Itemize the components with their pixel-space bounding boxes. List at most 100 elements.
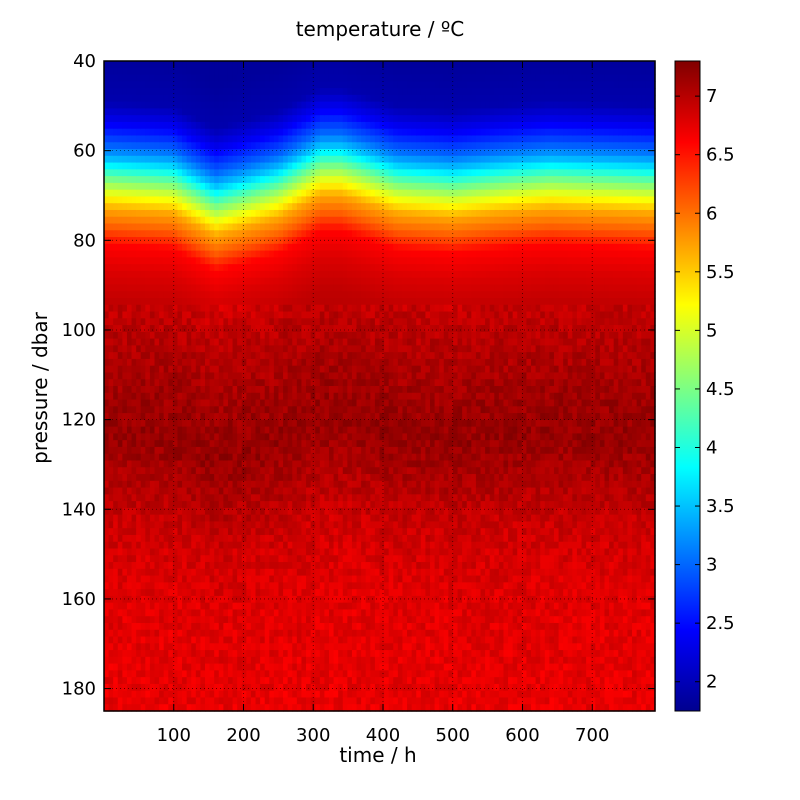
heatmap-cell bbox=[195, 379, 202, 387]
heatmap-cell bbox=[301, 372, 307, 380]
heatmap-cell bbox=[145, 609, 151, 617]
heatmap-cell bbox=[214, 514, 220, 523]
heatmap-cell bbox=[328, 609, 335, 617]
heatmap-cell bbox=[223, 413, 229, 421]
heatmap-cell bbox=[205, 528, 211, 536]
heatmap-cell bbox=[154, 270, 160, 279]
heatmap-cell bbox=[333, 297, 339, 306]
heatmap-cell bbox=[232, 257, 238, 265]
heatmap-cell bbox=[255, 622, 261, 631]
heatmap-cell bbox=[117, 297, 123, 306]
heatmap-cell bbox=[122, 277, 128, 286]
heatmap-cell bbox=[205, 440, 211, 448]
heatmap-cell bbox=[255, 121, 261, 130]
heatmap-cell bbox=[172, 155, 179, 164]
heatmap-cell bbox=[324, 142, 330, 150]
heatmap-cell bbox=[264, 74, 270, 82]
heatmap-cell bbox=[292, 115, 298, 123]
heatmap-cell bbox=[246, 115, 252, 123]
heatmap-cell bbox=[269, 494, 275, 502]
heatmap-cell bbox=[168, 460, 174, 468]
heatmap-cell bbox=[200, 494, 206, 502]
heatmap-cell bbox=[182, 704, 188, 712]
heatmap-cell bbox=[209, 270, 215, 279]
heatmap-cell bbox=[149, 345, 156, 353]
heatmap-cell bbox=[306, 189, 312, 198]
heatmap-cell bbox=[246, 643, 252, 651]
heatmap-cell bbox=[113, 142, 119, 150]
heatmap-cell bbox=[182, 683, 188, 692]
heatmap-cell bbox=[117, 677, 123, 685]
heatmap-cell bbox=[296, 182, 303, 191]
heatmap-cell bbox=[223, 453, 229, 462]
heatmap-cell bbox=[159, 589, 165, 597]
heatmap-cell bbox=[168, 264, 174, 272]
heatmap-cell bbox=[104, 365, 110, 374]
heatmap-cell bbox=[131, 677, 137, 685]
heatmap-cell bbox=[214, 155, 220, 164]
heatmap-cell bbox=[223, 446, 229, 455]
heatmap-cell bbox=[104, 575, 110, 583]
heatmap-cell bbox=[205, 650, 211, 658]
heatmap-cell bbox=[191, 331, 197, 340]
heatmap-cell bbox=[296, 345, 303, 353]
heatmap-cell bbox=[306, 460, 312, 468]
heatmap-cell bbox=[324, 203, 330, 211]
heatmap-cell bbox=[209, 81, 215, 89]
heatmap-cell bbox=[205, 189, 211, 198]
heatmap-cell bbox=[136, 622, 142, 631]
heatmap-cell bbox=[117, 237, 123, 245]
heatmap-cell bbox=[306, 568, 312, 577]
heatmap-cell bbox=[140, 487, 146, 495]
heatmap-cell bbox=[260, 81, 266, 89]
heatmap-cell bbox=[227, 419, 234, 428]
heatmap-cell bbox=[237, 643, 243, 651]
heatmap-cell bbox=[117, 568, 123, 577]
heatmap-cell bbox=[149, 101, 156, 109]
heatmap-cell bbox=[159, 677, 165, 685]
heatmap-cell bbox=[273, 487, 280, 495]
heatmap-cell bbox=[255, 250, 261, 258]
heatmap-cell bbox=[214, 237, 220, 245]
heatmap-cell bbox=[159, 650, 165, 658]
heatmap-cell bbox=[218, 582, 224, 590]
heatmap-cell bbox=[306, 541, 312, 550]
heatmap-cell bbox=[136, 548, 142, 556]
heatmap-cell bbox=[232, 108, 238, 116]
heatmap-cell bbox=[154, 74, 160, 82]
heatmap-cell bbox=[306, 270, 312, 279]
heatmap-cell bbox=[131, 460, 137, 468]
heatmap-cell bbox=[301, 331, 307, 340]
heatmap-cell bbox=[168, 372, 174, 380]
heatmap-cell bbox=[338, 650, 344, 658]
heatmap-cell bbox=[273, 467, 280, 475]
heatmap-cell bbox=[191, 88, 197, 96]
heatmap-cell bbox=[278, 365, 284, 374]
heatmap-cell bbox=[205, 264, 211, 272]
heatmap-cell bbox=[172, 74, 179, 82]
heatmap-cell bbox=[232, 636, 238, 644]
heatmap-cell bbox=[136, 318, 142, 326]
heatmap-cell bbox=[136, 88, 142, 96]
heatmap-cell bbox=[301, 622, 307, 631]
heatmap-cell bbox=[136, 629, 142, 638]
heatmap-cell bbox=[131, 629, 137, 638]
heatmap-cell bbox=[209, 203, 215, 211]
heatmap-cell bbox=[218, 636, 224, 644]
heatmap-cell bbox=[182, 568, 188, 577]
heatmap-cell bbox=[182, 209, 188, 218]
heatmap-cell bbox=[168, 426, 174, 434]
heatmap-cell bbox=[338, 534, 344, 543]
heatmap-cell bbox=[241, 209, 247, 218]
heatmap-cell bbox=[296, 582, 303, 590]
heatmap-cell bbox=[122, 108, 128, 116]
heatmap-cell bbox=[328, 440, 335, 448]
heatmap-cell bbox=[182, 149, 188, 157]
heatmap-cell bbox=[186, 352, 192, 360]
heatmap-cell bbox=[296, 264, 303, 272]
heatmap-cell bbox=[232, 358, 238, 367]
heatmap-cell bbox=[214, 392, 220, 401]
heatmap-cell bbox=[200, 67, 206, 76]
heatmap-cell bbox=[237, 61, 243, 69]
heatmap-cell bbox=[117, 697, 123, 705]
